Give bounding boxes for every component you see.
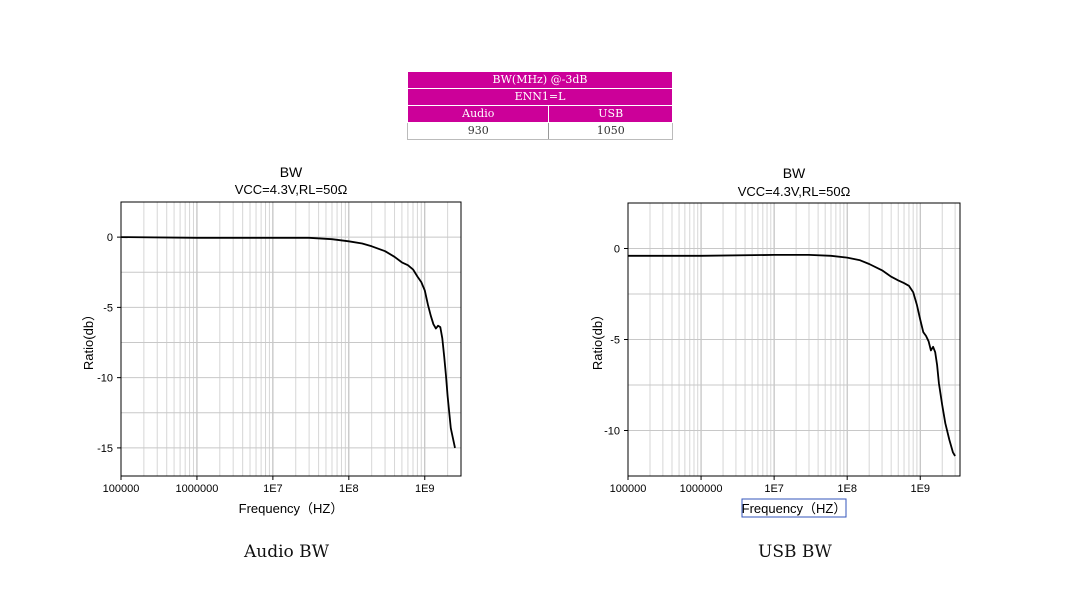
series-line (120, 236, 456, 449)
y-axis-label: Ratio(db） (81, 308, 96, 370)
x-tick-label: 1E9 (415, 483, 435, 495)
x-axis-label-selection-box (741, 498, 847, 518)
x-tick-label: 1E8 (339, 483, 359, 495)
y-axis-label: Ratio(db） (590, 308, 605, 370)
bw-summary-table: BW(MHz) @-3dB ENN1=L Audio USB 930 1050 (406, 71, 673, 140)
y-tick-label: -15 (97, 443, 113, 455)
audio-bw-chart: 0 -5 -10 -15 100000 1000000 1E7 1E8 1E9 BW VCC=4.3… (81, 164, 462, 516)
usb-bw-chart: 0 -5 -10 100000 1000000 1E7 1E8 1E9 BW VCC=4.3V,R… (590, 165, 961, 518)
y-tick-label: -10 (604, 426, 620, 438)
y-tick-label: -5 (103, 302, 113, 314)
x-tick-label: 1000000 (176, 483, 219, 495)
x-tick-label: 100000 (103, 483, 140, 495)
series-line (628, 253, 956, 457)
chart-title: BW (783, 165, 806, 181)
column-header-audio: Audio (406, 105, 550, 123)
x-tick-label: 100000 (610, 483, 647, 495)
y-tick-label: 0 (614, 244, 620, 256)
x-tick-label: 1E9 (910, 483, 930, 495)
caption-usb-bw: USB BW (758, 542, 832, 562)
y-tick-label: -5 (610, 335, 620, 347)
x-tick-label: 1E7 (764, 483, 784, 495)
x-axis-label: Frequency（HZ） (239, 501, 344, 516)
x-tick-label: 1E7 (263, 483, 283, 495)
table-title: BW(MHz) @-3dB (407, 71, 673, 89)
chart-subtitle: VCC=4.3V,RL=50Ω (738, 184, 851, 199)
x-tick-label: 1000000 (680, 483, 723, 495)
value-usb: 1050 (548, 122, 673, 140)
x-axis-label: Frequency（HZ） (742, 501, 847, 516)
chart-title: BW (280, 164, 303, 180)
value-audio: 930 (406, 122, 550, 140)
caption-audio-bw: Audio BW (244, 542, 330, 562)
table-condition: ENN1=L (407, 88, 673, 106)
y-tick-label: -10 (97, 373, 113, 385)
plot-frame (120, 201, 462, 477)
x-tick-label: 1E8 (837, 483, 857, 495)
chart-subtitle: VCC=4.3V,RL=50Ω (235, 182, 348, 197)
y-tick-label: 0 (107, 232, 113, 244)
